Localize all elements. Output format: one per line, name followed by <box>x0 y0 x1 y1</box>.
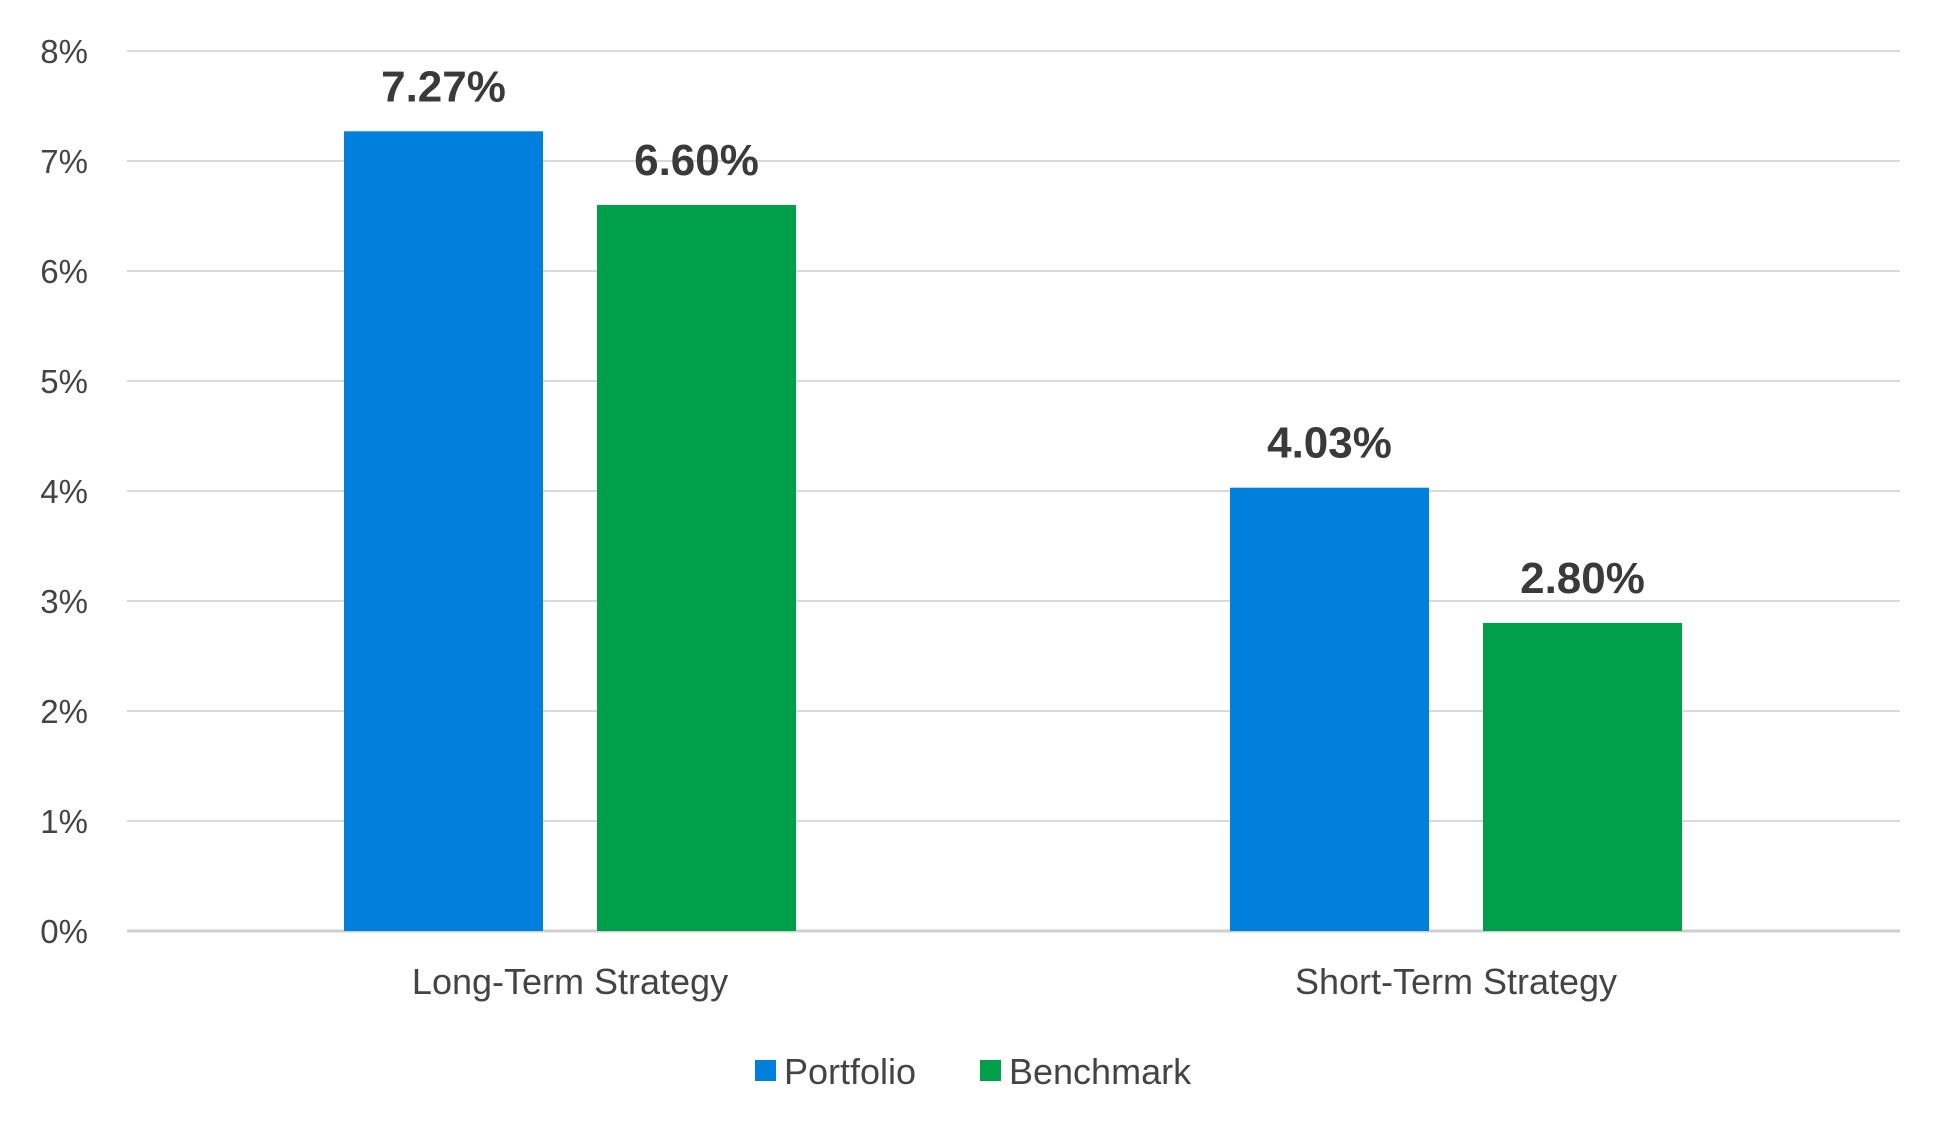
bar-benchmark-0 <box>597 205 796 931</box>
data-label: 2.80% <box>1520 554 1645 603</box>
y-tick-label: 3% <box>40 583 88 620</box>
data-label: 6.60% <box>634 136 759 185</box>
data-labels: 7.27% 6.60% 4.03% 2.80% <box>381 62 1645 603</box>
y-tick-label: 5% <box>40 363 88 400</box>
legend: Portfolio Benchmark <box>755 1051 1192 1092</box>
y-tick-label: 8% <box>40 33 88 70</box>
x-category-label: Long-Term Strategy <box>412 961 728 1002</box>
legend-swatch <box>755 1060 776 1081</box>
x-category-label: Short-Term Strategy <box>1295 961 1617 1002</box>
y-tick-label: 0% <box>40 913 88 950</box>
data-label: 4.03% <box>1267 419 1392 468</box>
y-tick-label: 2% <box>40 693 88 730</box>
bars <box>344 131 1682 932</box>
y-tick-label: 7% <box>40 143 88 180</box>
y-tick-label: 4% <box>40 473 88 510</box>
y-axis: 0% 1% 2% 3% 4% 5% 6% 7% 8% <box>40 33 88 950</box>
y-tick-label: 1% <box>40 803 88 840</box>
x-axis: Long-Term Strategy Short-Term Strategy <box>412 961 1617 1002</box>
bar-benchmark-1 <box>1483 623 1682 931</box>
legend-label: Portfolio <box>784 1051 916 1092</box>
legend-swatch <box>980 1060 1001 1081</box>
bar-portfolio-1 <box>1230 487 1429 931</box>
legend-label: Benchmark <box>1009 1051 1192 1092</box>
y-tick-label: 6% <box>40 253 88 290</box>
bar-portfolio-0 <box>344 131 543 932</box>
data-label: 7.27% <box>381 62 506 111</box>
